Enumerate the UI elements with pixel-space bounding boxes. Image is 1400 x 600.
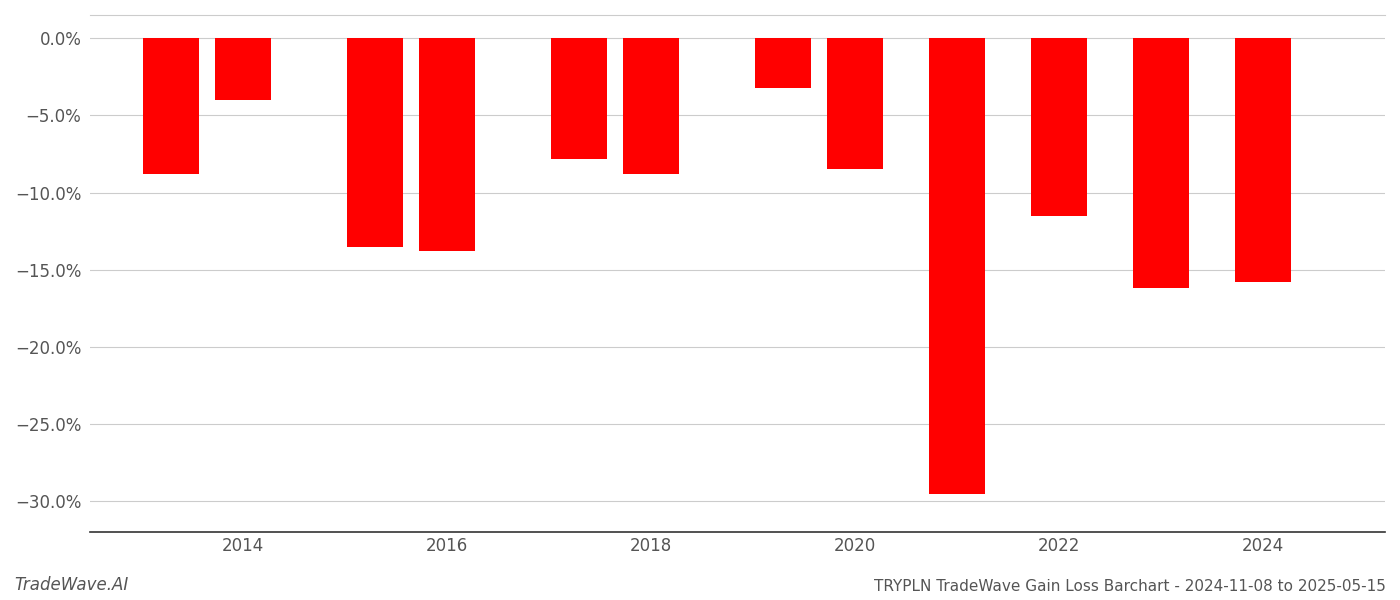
Bar	[347, 38, 403, 247]
Bar	[143, 38, 199, 174]
Bar	[1133, 38, 1189, 288]
Bar	[826, 38, 882, 169]
Bar	[1235, 38, 1291, 282]
Bar	[1030, 38, 1086, 215]
Bar	[755, 38, 811, 88]
Text: TradeWave.AI: TradeWave.AI	[14, 576, 129, 594]
Bar	[623, 38, 679, 174]
Bar	[419, 38, 475, 251]
Text: TRYPLN TradeWave Gain Loss Barchart - 2024-11-08 to 2025-05-15: TRYPLN TradeWave Gain Loss Barchart - 20…	[874, 579, 1386, 594]
Bar	[552, 38, 608, 158]
Bar	[928, 38, 984, 494]
Bar	[214, 38, 270, 100]
